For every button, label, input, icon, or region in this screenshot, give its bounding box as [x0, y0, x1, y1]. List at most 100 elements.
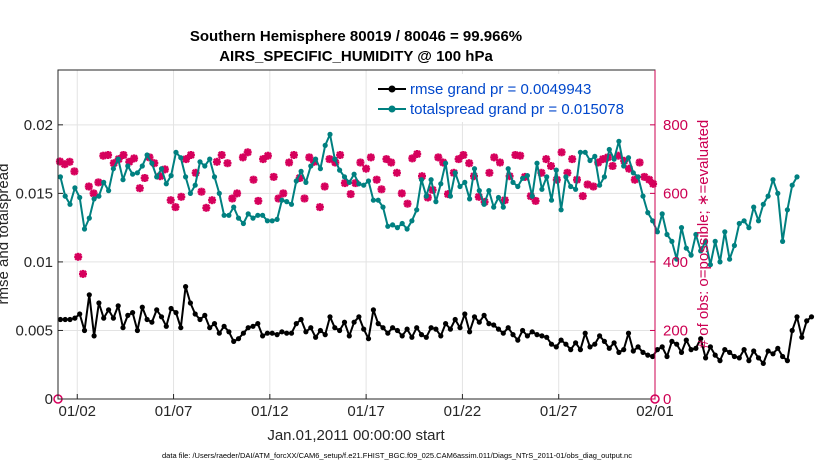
rmse-point	[808, 314, 815, 320]
rmse-point	[144, 316, 150, 323]
spread-point	[698, 248, 704, 254]
rmse-point	[322, 332, 328, 338]
star-stroke	[640, 173, 649, 181]
spread-point	[240, 220, 246, 227]
obs-evaluated-point	[208, 196, 217, 205]
star-stroke	[140, 174, 149, 182]
spread-point	[264, 218, 270, 224]
rmse-point	[418, 332, 425, 338]
spread-point	[168, 173, 174, 179]
obs-evaluated-point	[212, 157, 221, 166]
obs-evaluated-point	[249, 175, 258, 184]
rmse-point	[683, 337, 689, 343]
rmse-point	[524, 333, 531, 339]
rmse-point	[698, 336, 704, 342]
obs-evaluated-point	[70, 167, 79, 176]
spread-point	[394, 225, 400, 231]
spread-point	[770, 177, 776, 183]
spread-point	[101, 179, 107, 185]
rmse-point	[515, 337, 521, 343]
spread-point	[630, 170, 636, 176]
spread-point	[414, 207, 420, 213]
rmse-point	[332, 325, 338, 331]
rmse-point	[192, 311, 198, 317]
rmse-point	[115, 303, 121, 309]
spread-point	[418, 177, 425, 183]
rmse-point	[558, 337, 564, 343]
obs-evaluated-point	[166, 196, 175, 205]
obs-evaluated-point	[557, 148, 566, 157]
spread-point	[683, 245, 689, 251]
rmse-point	[298, 316, 304, 323]
rmse-point	[187, 300, 193, 306]
rmse-point	[264, 330, 270, 336]
spread-point	[91, 196, 97, 202]
spread-point	[760, 201, 766, 207]
rmse-point	[72, 315, 78, 321]
rmse-point	[158, 314, 165, 320]
star-stroke	[243, 148, 252, 157]
rmse-point	[621, 347, 627, 353]
star-stroke	[465, 159, 474, 168]
obs-evaluated-point	[377, 185, 386, 194]
star-stroke	[316, 203, 324, 211]
chart-title-line2: AIRS_SPECIFIC_HUMIDITY @ 100 hPa	[219, 48, 493, 65]
spread-point	[553, 167, 559, 173]
spread-point	[221, 212, 227, 218]
rmse-point	[101, 315, 107, 321]
rmse-point	[780, 353, 786, 360]
spread-point	[158, 166, 165, 172]
star-stroke	[531, 197, 540, 205]
rmse-point	[495, 326, 502, 332]
star-stroke	[208, 196, 216, 205]
rmse-point	[717, 358, 723, 364]
rmse-point	[654, 347, 661, 353]
rmse-point	[587, 344, 593, 350]
rmse-point	[120, 325, 126, 331]
data-file-footer: data file: /Users/raeder/DAI/ATM_forcXX/…	[162, 451, 632, 460]
rmse-point	[428, 325, 434, 331]
star-stroke	[547, 162, 555, 170]
star-stroke	[578, 192, 587, 200]
rmse-point	[226, 329, 232, 335]
rmse-point	[476, 319, 482, 325]
spread-point	[77, 194, 83, 201]
obs-evaluated-point	[79, 269, 87, 278]
rmse-point	[462, 311, 468, 317]
spread-point	[255, 212, 261, 218]
star-stroke	[367, 153, 375, 162]
rmse-point	[491, 322, 497, 328]
obs-evaluated-point	[346, 190, 355, 199]
rmse-point	[303, 329, 309, 335]
rmse-point	[500, 330, 506, 336]
spread-point	[337, 167, 343, 173]
y-right-tick-label: 800	[663, 117, 688, 134]
star-stroke	[645, 175, 654, 184]
rmse-point	[346, 333, 352, 339]
rmse-point	[351, 319, 357, 325]
spread-point	[163, 181, 169, 187]
spread-point	[303, 179, 309, 185]
spread-point	[741, 218, 747, 224]
obs-evaluated-point	[140, 174, 149, 182]
spread-point	[703, 238, 709, 244]
obs-evaluated-point	[233, 189, 242, 198]
rmse-point	[573, 340, 579, 346]
rmse-point	[452, 316, 458, 323]
rmse-point	[669, 338, 675, 344]
rmse-point	[149, 319, 155, 325]
rmse-point	[96, 300, 102, 306]
spread-point	[192, 182, 198, 188]
spread-point	[245, 211, 251, 217]
spread-point	[794, 174, 800, 180]
spread-point	[260, 212, 266, 218]
spread-point	[654, 229, 661, 235]
rmse-point	[577, 347, 584, 353]
obs-evaluated-point	[279, 189, 288, 198]
spread-point	[659, 211, 665, 217]
rmse-point	[91, 333, 97, 339]
spread-point	[125, 163, 131, 169]
rmse-point	[645, 352, 651, 358]
rmse-point	[390, 325, 396, 331]
